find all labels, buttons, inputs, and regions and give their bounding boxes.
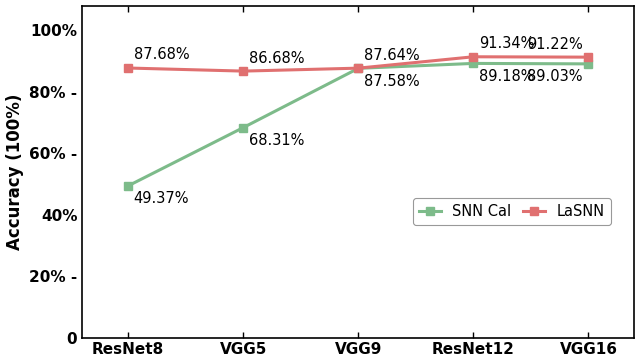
Line: LaSNN: LaSNN: [124, 53, 593, 75]
Text: 87.58%: 87.58%: [364, 74, 419, 89]
Text: 87.68%: 87.68%: [134, 48, 189, 62]
Text: 49.37%: 49.37%: [134, 191, 189, 206]
Text: 89.03%: 89.03%: [527, 69, 583, 85]
Text: 87.64%: 87.64%: [364, 48, 419, 62]
Text: 89.18%: 89.18%: [479, 69, 534, 84]
Legend: SNN Cal, LaSNN: SNN Cal, LaSNN: [413, 198, 611, 225]
Text: 68.31%: 68.31%: [249, 133, 304, 148]
SNN Cal: [355, 66, 362, 70]
LaSNN: [124, 66, 132, 70]
Text: 91.22%: 91.22%: [527, 37, 583, 52]
SNN Cal: [124, 184, 132, 188]
LaSNN: [239, 69, 247, 73]
Text: 91.34%: 91.34%: [479, 36, 534, 51]
SNN Cal: [470, 61, 477, 66]
SNN Cal: [584, 62, 592, 66]
SNN Cal: [239, 125, 247, 130]
Y-axis label: Accuracy (100%): Accuracy (100%): [6, 93, 24, 250]
LaSNN: [355, 66, 362, 70]
Text: 86.68%: 86.68%: [249, 50, 305, 66]
Line: SNN Cal: SNN Cal: [124, 59, 593, 190]
LaSNN: [584, 55, 592, 59]
LaSNN: [470, 54, 477, 59]
